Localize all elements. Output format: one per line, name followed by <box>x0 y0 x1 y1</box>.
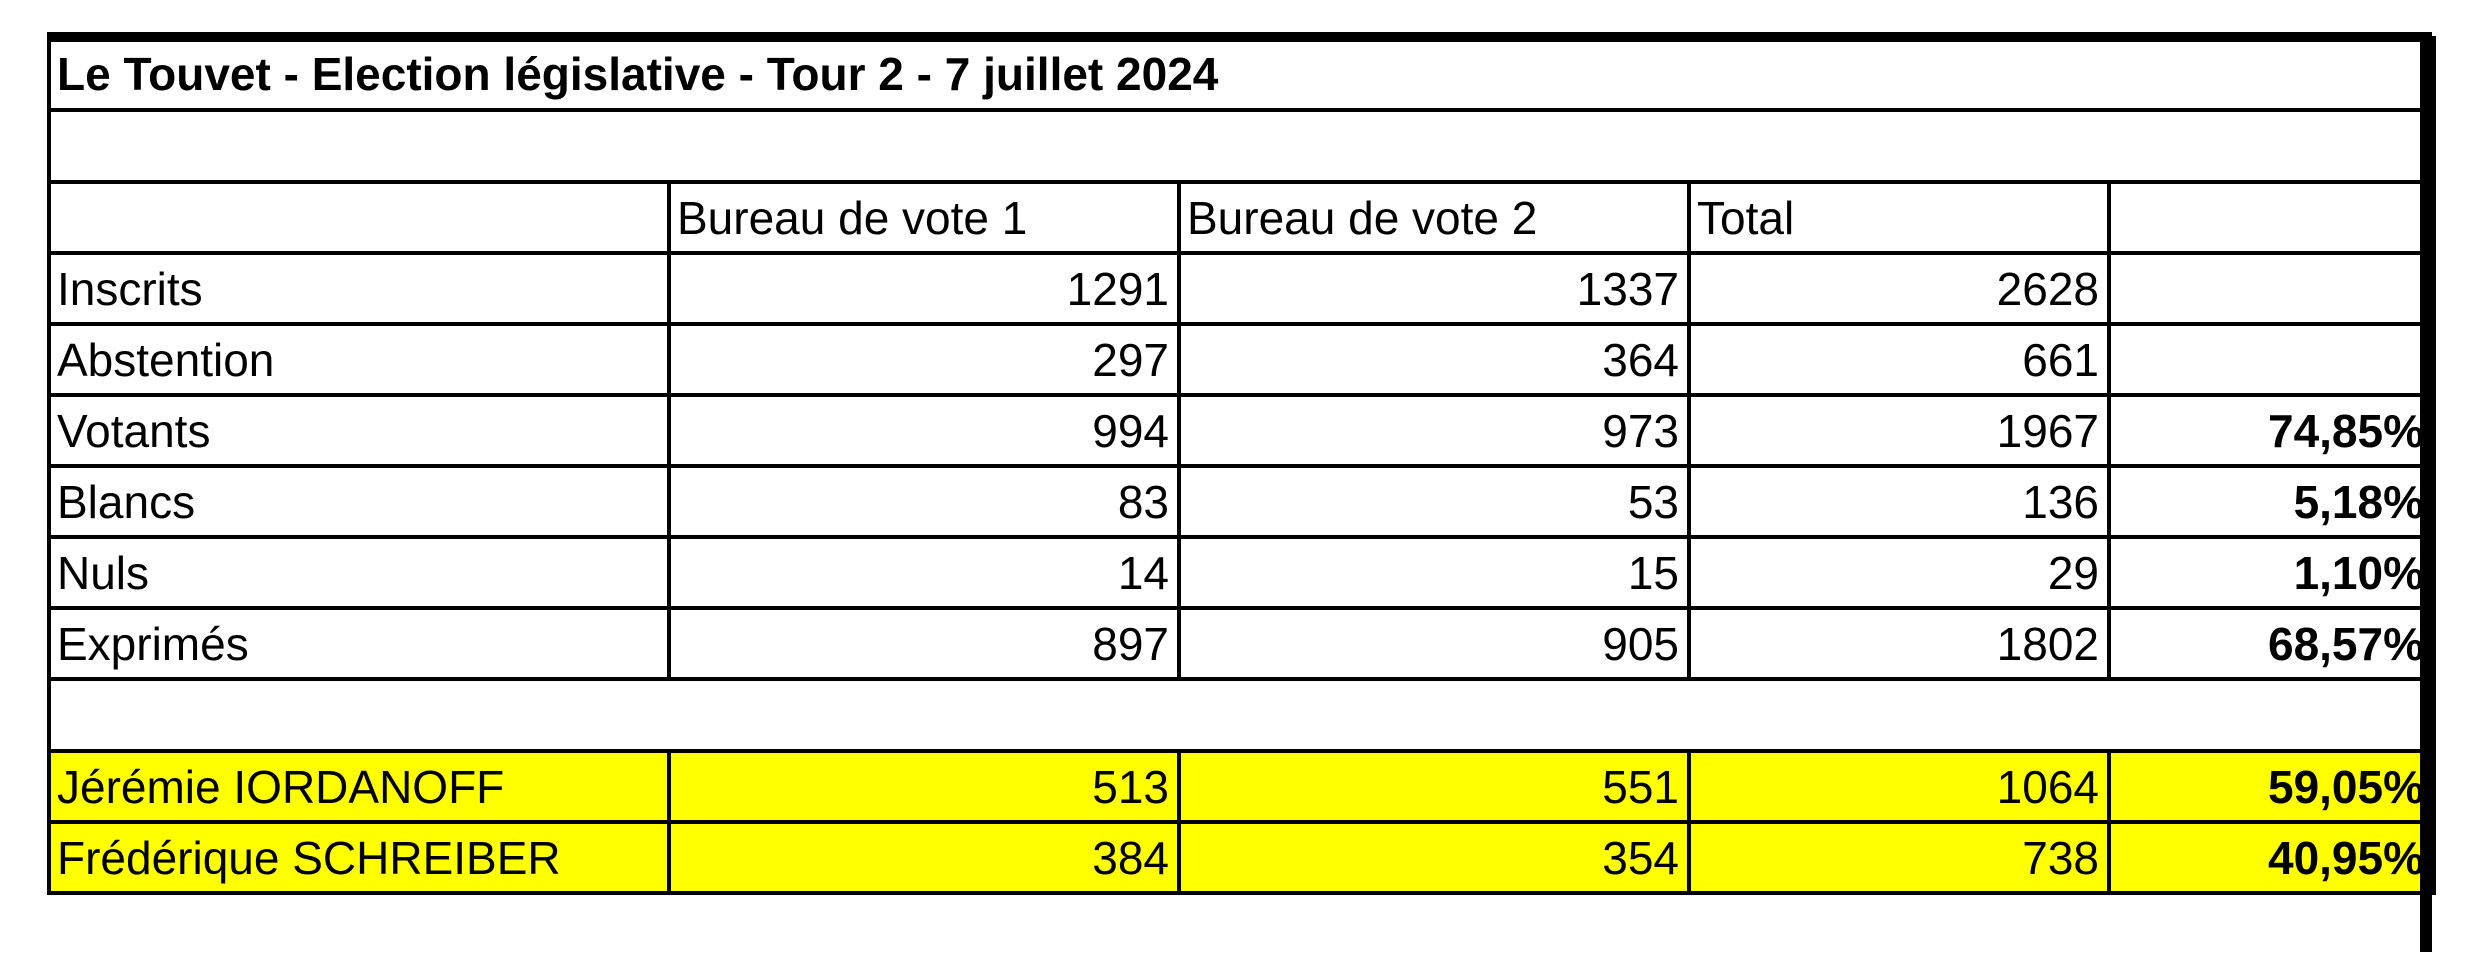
percentage-value: 59,05% <box>2107 749 2436 824</box>
blank-row <box>47 677 2436 753</box>
title-row: Le Touvet - Election législative - Tour … <box>47 36 2436 112</box>
blank-row <box>47 108 2436 184</box>
total-value: 136 <box>1687 464 2111 539</box>
bv1-value: 897 <box>667 606 1181 681</box>
percentage-value: 74,85% <box>2107 393 2436 468</box>
header-cell-pct <box>2107 180 2436 255</box>
row-label: Exprimés <box>47 606 671 681</box>
table-title: Le Touvet - Election législative - Tour … <box>47 36 2436 112</box>
total-value: 1064 <box>1687 749 2111 824</box>
bv2-value: 364 <box>1177 322 1691 397</box>
header-cell-label <box>47 180 671 255</box>
percentage-value <box>2107 251 2436 326</box>
bv1-value: 384 <box>667 820 1181 895</box>
sheet-right-border <box>2420 36 2432 952</box>
sheet-top-border <box>47 32 2432 42</box>
row-label: Frédérique SCHREIBER <box>47 820 671 895</box>
percentage-value <box>2107 322 2436 397</box>
bv2-value: 1337 <box>1177 251 1691 326</box>
percentage-value: 40,95% <box>2107 820 2436 895</box>
row-label: Abstention <box>47 322 671 397</box>
header-cell-total: Total <box>1687 180 2111 255</box>
stats-row: Votants 994 973 1967 74,85% <box>47 393 2436 468</box>
row-label: Jérémie IORDANOFF <box>47 749 671 824</box>
total-value: 1967 <box>1687 393 2111 468</box>
bv1-value: 513 <box>667 749 1181 824</box>
stats-rows: Inscrits 1291 1337 2628 Abstention 297 364 661 V… <box>47 251 2436 681</box>
percentage-value: 5,18% <box>2107 464 2436 539</box>
header-cell-bv2: Bureau de vote 2 <box>1177 180 1691 255</box>
blank-cell <box>47 677 2436 753</box>
bv2-value: 354 <box>1177 820 1691 895</box>
row-label: Blancs <box>47 464 671 539</box>
stats-row: Nuls 14 15 29 1,10% <box>47 535 2436 610</box>
total-value: 29 <box>1687 535 2111 610</box>
bv1-value: 994 <box>667 393 1181 468</box>
candidate-row: Jérémie IORDANOFF 513 551 1064 59,05% <box>47 749 2436 824</box>
bv2-value: 53 <box>1177 464 1691 539</box>
bv2-value: 973 <box>1177 393 1691 468</box>
candidate-row: Frédérique SCHREIBER 384 354 738 40,95% <box>47 820 2436 895</box>
stats-row: Blancs 83 53 136 5,18% <box>47 464 2436 539</box>
total-value: 2628 <box>1687 251 2111 326</box>
row-label: Votants <box>47 393 671 468</box>
total-value: 738 <box>1687 820 2111 895</box>
stats-row: Exprimés 897 905 1802 68,57% <box>47 606 2436 681</box>
bv1-value: 14 <box>667 535 1181 610</box>
row-label: Nuls <box>47 535 671 610</box>
bv2-value: 15 <box>1177 535 1691 610</box>
bv1-value: 297 <box>667 322 1181 397</box>
percentage-value: 68,57% <box>2107 606 2436 681</box>
total-value: 1802 <box>1687 606 2111 681</box>
row-label: Inscrits <box>47 251 671 326</box>
header-cell-bv1: Bureau de vote 1 <box>667 180 1181 255</box>
stats-row: Inscrits 1291 1337 2628 <box>47 251 2436 326</box>
candidate-rows: Jérémie IORDANOFF 513 551 1064 59,05% Frédéri… <box>47 749 2436 895</box>
bv1-value: 83 <box>667 464 1181 539</box>
bv2-value: 551 <box>1177 749 1691 824</box>
header-row: Bureau de vote 1 Bureau de vote 2 Total <box>47 180 2436 255</box>
bv1-value: 1291 <box>667 251 1181 326</box>
total-value: 661 <box>1687 322 2111 397</box>
bv2-value: 905 <box>1177 606 1691 681</box>
stats-row: Abstention 297 364 661 <box>47 322 2436 397</box>
blank-cell <box>47 108 2436 184</box>
percentage-value: 1,10% <box>2107 535 2436 610</box>
election-results-table: Le Touvet - Election législative - Tour … <box>47 36 2436 895</box>
